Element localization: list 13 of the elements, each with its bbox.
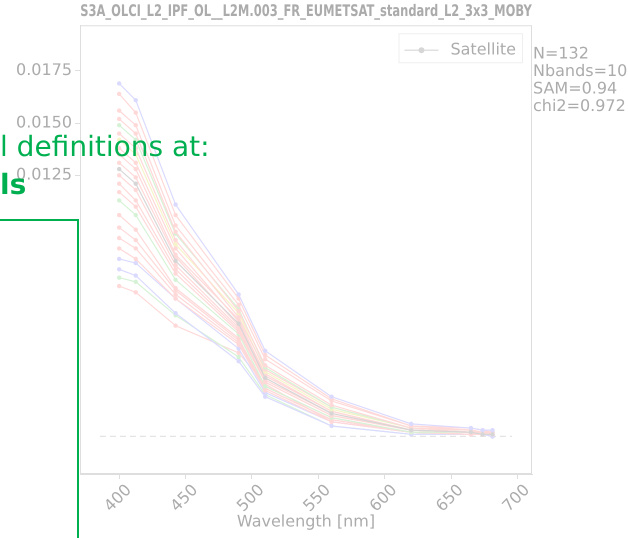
- legend-label: Satellite: [450, 39, 516, 58]
- x-tick-label: 650: [432, 480, 467, 516]
- text: SAM=0.94: [533, 78, 618, 98]
- chart-title: S3A_OLCI_L2_IPF_OL__L2M.003_FR_EUMETSAT_standard_L2_3x3_MOBY: [80, 2, 533, 20]
- text: Nbands=10: [533, 60, 628, 80]
- y-tick-label: 0.0150: [16, 112, 72, 132]
- x-tick-label: 400: [100, 480, 135, 516]
- x-tick-label: 700: [498, 480, 534, 516]
- text: chi2=0.972: [533, 96, 626, 116]
- x-tick-label: 450: [166, 480, 202, 516]
- y-tick-label: 0.0175: [16, 60, 72, 80]
- annotation: l definitions at:: [0, 130, 210, 163]
- text: N=132: [533, 43, 589, 62]
